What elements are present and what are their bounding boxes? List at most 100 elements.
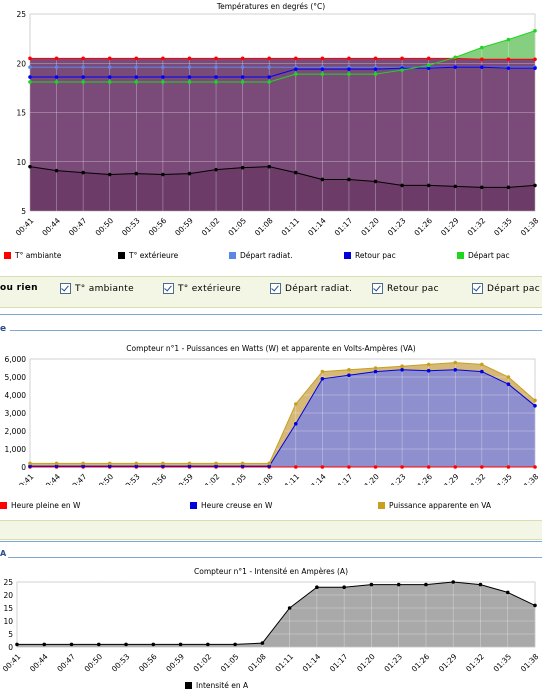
x-tick-label: 01:02 bbox=[200, 216, 222, 238]
section-heading-fragment: A bbox=[0, 549, 7, 558]
data-point bbox=[240, 165, 245, 170]
data-point bbox=[293, 56, 298, 61]
x-tick-label: 00:56 bbox=[147, 216, 169, 238]
data-point bbox=[320, 377, 325, 381]
x-tick-label: 01:32 bbox=[464, 652, 486, 674]
x-tick-label: 00:44 bbox=[40, 472, 62, 485]
data-point bbox=[187, 171, 192, 176]
data-point bbox=[161, 172, 165, 177]
data-point bbox=[480, 465, 484, 469]
data-point bbox=[28, 75, 32, 79]
x-tick-label: 01:05 bbox=[219, 652, 241, 674]
data-point bbox=[54, 56, 59, 61]
checkbox-heatpump-out[interactable]: Départ pac bbox=[472, 283, 540, 294]
y-tick-label: 5,000 bbox=[5, 373, 27, 382]
series-line bbox=[30, 362, 536, 464]
x-tick-label: 01:08 bbox=[253, 216, 275, 238]
checkbox-icon[interactable] bbox=[372, 283, 383, 294]
data-point bbox=[267, 464, 272, 468]
data-point bbox=[187, 461, 192, 466]
checkbox-icon[interactable] bbox=[270, 283, 281, 294]
checkbox-heatpump-return[interactable]: Retour pac bbox=[372, 283, 439, 294]
data-point bbox=[426, 66, 431, 70]
data-point bbox=[187, 65, 192, 69]
series-fill bbox=[30, 58, 535, 212]
y-tick-label: 25 bbox=[16, 10, 26, 19]
data-point bbox=[369, 582, 374, 587]
data-point bbox=[240, 464, 245, 468]
current-chart: 0 5 10 15 20 25 00:41 00:44 00:47 00:50 00:53 00:56… bbox=[1, 578, 541, 674]
toggle-none-label[interactable]: ou rien bbox=[0, 283, 38, 293]
data-point bbox=[214, 464, 218, 468]
data-point bbox=[28, 164, 32, 169]
y-tick-label: 5 bbox=[21, 207, 26, 216]
data-point bbox=[187, 56, 192, 61]
data-point bbox=[373, 366, 378, 370]
x-tick-label: 00:56 bbox=[137, 652, 159, 674]
checkbox-icon[interactable] bbox=[163, 283, 174, 294]
data-point bbox=[533, 57, 537, 62]
legend-item-heatpump-out: Départ pac bbox=[457, 251, 510, 260]
data-point bbox=[54, 80, 59, 84]
data-point bbox=[134, 65, 139, 69]
data-point bbox=[320, 369, 325, 374]
x-tick-label: 00:47 bbox=[55, 652, 77, 674]
data-point bbox=[81, 80, 85, 84]
series-line bbox=[17, 581, 536, 645]
legend-item-ambient: T° ambiante bbox=[4, 251, 61, 260]
y-tick-label: 4,000 bbox=[5, 391, 27, 400]
legend-item-radiator-out: Départ radiat. bbox=[229, 251, 293, 260]
checkbox-label: T° ambiante bbox=[75, 283, 134, 294]
data-point bbox=[134, 75, 139, 79]
data-point bbox=[426, 56, 431, 61]
data-point bbox=[240, 80, 245, 84]
data-point bbox=[54, 75, 59, 79]
data-point bbox=[28, 461, 32, 466]
data-point bbox=[347, 72, 351, 76]
y-tick-label: 15 bbox=[3, 604, 13, 613]
checkbox-ambient[interactable]: T° ambiante bbox=[60, 283, 134, 294]
legend-label: T° extérieure bbox=[129, 251, 179, 260]
data-point bbox=[347, 177, 351, 182]
data-point bbox=[187, 464, 192, 468]
data-point bbox=[453, 465, 458, 469]
legend-swatch-green bbox=[457, 252, 464, 259]
x-tick-label: 01:38 bbox=[519, 216, 541, 238]
data-point bbox=[161, 461, 165, 466]
data-point bbox=[293, 72, 298, 76]
x-tick-label: 01:20 bbox=[359, 472, 381, 485]
data-point bbox=[373, 56, 378, 61]
section-divider-top bbox=[0, 314, 542, 315]
x-tick-label: 00:59 bbox=[173, 216, 195, 238]
data-point bbox=[426, 465, 431, 469]
section-heading-fragment: e bbox=[0, 324, 7, 334]
x-tick-label: 01:14 bbox=[306, 472, 328, 485]
checkbox-outdoor[interactable]: T° extérieure bbox=[163, 283, 241, 294]
section-divider bbox=[10, 330, 542, 331]
data-point bbox=[267, 65, 272, 69]
data-point bbox=[396, 582, 401, 587]
x-tick-label: 01:17 bbox=[328, 652, 350, 674]
x-tick-label: 00:59 bbox=[164, 652, 186, 674]
data-point bbox=[267, 80, 272, 84]
data-point bbox=[267, 164, 272, 169]
legend-item-current: Intensité en A bbox=[185, 681, 248, 690]
x-tick-label: 01:14 bbox=[306, 216, 328, 238]
checkbox-icon[interactable] bbox=[60, 283, 71, 294]
data-point bbox=[54, 464, 59, 468]
data-point bbox=[28, 464, 32, 468]
data-point bbox=[107, 75, 112, 79]
checkbox-icon[interactable] bbox=[472, 283, 483, 294]
legend-swatch-black bbox=[185, 682, 192, 689]
data-point bbox=[240, 75, 245, 79]
data-point bbox=[506, 465, 511, 469]
data-point bbox=[451, 580, 456, 584]
data-point bbox=[293, 67, 298, 71]
checkbox-radiator-out[interactable]: Départ radiat. bbox=[270, 283, 352, 294]
y-tick-label: 2,000 bbox=[5, 427, 27, 436]
x-tick-label: 00:53 bbox=[120, 216, 142, 238]
x-tick-label: 01:26 bbox=[410, 652, 432, 674]
temperature-chart-title: Températures en degrés (°C) bbox=[216, 2, 326, 11]
y-tick-label: 0 bbox=[8, 643, 13, 652]
x-tick-label: 01:23 bbox=[382, 652, 404, 674]
